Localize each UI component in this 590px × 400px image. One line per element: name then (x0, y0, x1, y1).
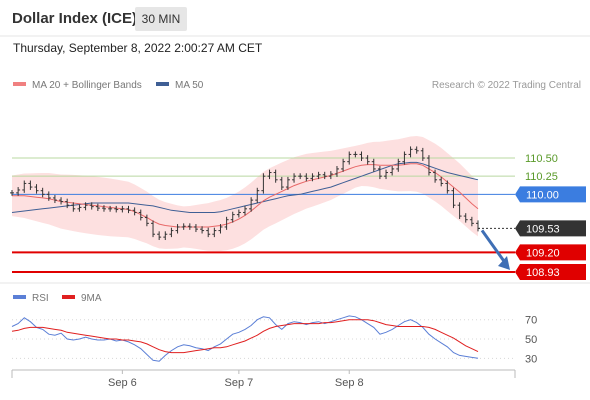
chart-header: Dollar Index (ICE) 30 MIN (0, 0, 590, 36)
level-label-109.20: 109.20 (526, 247, 560, 259)
timeframe-badge[interactable]: 30 MIN (135, 7, 187, 31)
legend-ma50: MA 50 (156, 80, 203, 91)
legend-rsi-swatch (13, 295, 26, 300)
timestamp: Thursday, September 8, 2022 2:00:27 AM C… (13, 41, 263, 55)
legend-9ma: 9MA (62, 293, 102, 304)
legend-ma20: MA 20 + Bollinger Bands (13, 80, 142, 91)
level-tag-108.93 (515, 263, 586, 280)
rsi-line (11, 315, 479, 362)
level-label-108.93: 108.93 (526, 267, 560, 279)
ma50-line (11, 161, 479, 213)
legend-ma50-label: MA 50 (175, 80, 204, 91)
ma20-line (12, 163, 479, 228)
projection-arrow-head (498, 255, 510, 270)
level-label-109.53: 109.53 (526, 223, 560, 235)
rsi-tick-30: 30 (525, 353, 537, 365)
legend-9ma-label: 9MA (81, 293, 102, 304)
rsi-tick-70: 70 (525, 315, 537, 327)
rsi-tick-50: 50 (525, 334, 537, 346)
instrument-title: Dollar Index (ICE) (12, 10, 138, 27)
x-label-Sep 6: Sep 6 (108, 377, 137, 389)
projection-arrow-shaft (480, 229, 508, 265)
level-label-110.50: 110.50 (525, 153, 558, 165)
x-label-Sep 8: Sep 8 (335, 377, 364, 389)
legend-ma50-swatch (156, 82, 169, 87)
level-tag-109.53 (515, 220, 586, 237)
level-tag-110.00 (515, 186, 586, 203)
level-tag-109.20 (515, 244, 586, 261)
rsi-ma9-line (11, 319, 479, 354)
bollinger-band (12, 135, 478, 251)
research-credit: Research © 2022 Trading Central (431, 80, 581, 91)
legend-rsi: RSI (13, 293, 49, 304)
legend-9ma-swatch (62, 295, 75, 300)
legend-ma20-label: MA 20 + Bollinger Bands (32, 80, 142, 91)
level-label-110.00: 110.00 (526, 189, 559, 201)
level-label-110.25: 110.25 (525, 171, 558, 183)
legend-rsi-label: RSI (32, 293, 49, 304)
legend-ma20-swatch (13, 82, 26, 87)
x-label-Sep 7: Sep 7 (224, 377, 253, 389)
